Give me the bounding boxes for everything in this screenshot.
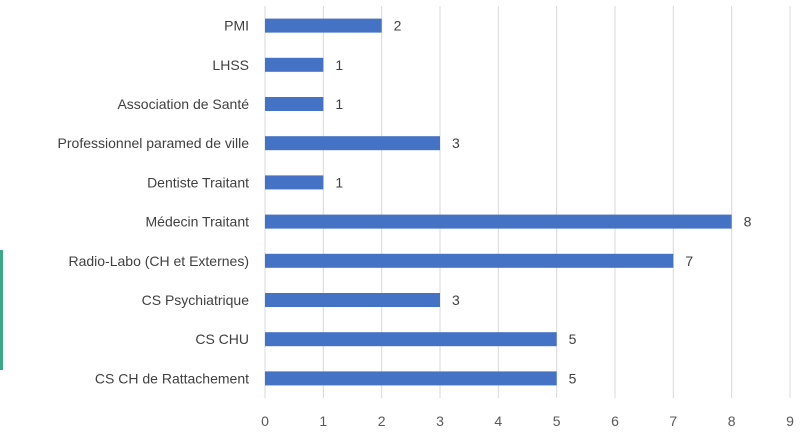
bar	[265, 293, 440, 307]
category-label: LHSS	[212, 57, 249, 73]
category-label: CS Psychiatrique	[142, 292, 250, 308]
data-label: 1	[335, 174, 343, 190]
category-label: Dentiste Traitant	[147, 174, 249, 190]
bar	[265, 18, 382, 33]
bar	[265, 97, 324, 111]
x-tick-label: 0	[261, 413, 269, 429]
category-labels: PMI LHSS Association de Santé Professionnel…	[58, 18, 250, 387]
bars	[265, 18, 732, 386]
category-label: Association de Santé	[117, 96, 249, 112]
bar	[265, 175, 324, 190]
category-label: PMI	[224, 18, 249, 34]
bar	[265, 371, 557, 386]
data-label: 5	[569, 331, 577, 347]
x-tick-label: 6	[611, 413, 619, 429]
x-tick-label: 9	[786, 413, 794, 429]
data-label: 2	[394, 18, 402, 34]
x-tick-label: 3	[436, 413, 444, 429]
data-label: 7	[685, 253, 693, 269]
data-labels: 2 1 1 3 1 8 7 3 5 5	[335, 18, 751, 387]
x-tick-labels: 0 1 2 3 4 5 6 7 8 9	[261, 413, 794, 429]
data-label: 1	[335, 96, 343, 112]
x-tick-label: 7	[669, 413, 677, 429]
bar	[265, 214, 732, 229]
x-tick-label: 5	[553, 413, 561, 429]
data-label: 3	[452, 135, 460, 151]
data-label: 8	[744, 214, 752, 230]
data-label: 5	[569, 370, 577, 386]
category-label: Radio-Labo (CH et Externes)	[68, 253, 249, 269]
data-label: 3	[452, 292, 460, 308]
x-tick-label: 4	[494, 413, 502, 429]
category-label: CS CH de Rattachement	[95, 370, 249, 386]
category-label: CS CHU	[195, 331, 249, 347]
x-tick-label: 1	[319, 413, 327, 429]
data-label: 1	[335, 57, 343, 73]
bar	[265, 57, 324, 72]
x-tick-label: 2	[378, 413, 386, 429]
left-edge-accent	[0, 250, 3, 370]
bar	[265, 332, 557, 347]
category-label: Professionnel paramed de ville	[58, 135, 250, 151]
category-label: Médecin Traitant	[146, 214, 250, 230]
bar	[265, 136, 440, 151]
bar	[265, 253, 674, 268]
x-tick-label: 8	[728, 413, 736, 429]
